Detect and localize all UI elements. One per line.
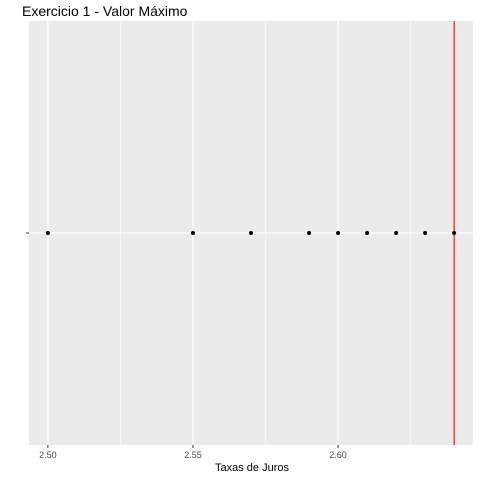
x-tick-label: 2.60 bbox=[329, 450, 347, 460]
x-tick-label: 2.50 bbox=[39, 450, 57, 460]
data-point bbox=[423, 231, 428, 235]
x-axis-ticks: 2.50 2.55 2.60 bbox=[39, 445, 347, 460]
points-group bbox=[45, 231, 457, 235]
data-point bbox=[190, 231, 195, 235]
data-point bbox=[365, 231, 370, 235]
data-point bbox=[45, 231, 50, 235]
x-tick-label: 2.55 bbox=[184, 450, 202, 460]
x-axis-label: Taxas de Juros bbox=[215, 462, 289, 474]
data-point bbox=[394, 231, 399, 235]
data-point bbox=[336, 231, 341, 235]
data-point bbox=[307, 231, 312, 235]
data-point bbox=[249, 231, 253, 235]
chart-title: Exercicio 1 - Valor Máximo bbox=[22, 3, 188, 19]
data-point bbox=[452, 231, 457, 235]
